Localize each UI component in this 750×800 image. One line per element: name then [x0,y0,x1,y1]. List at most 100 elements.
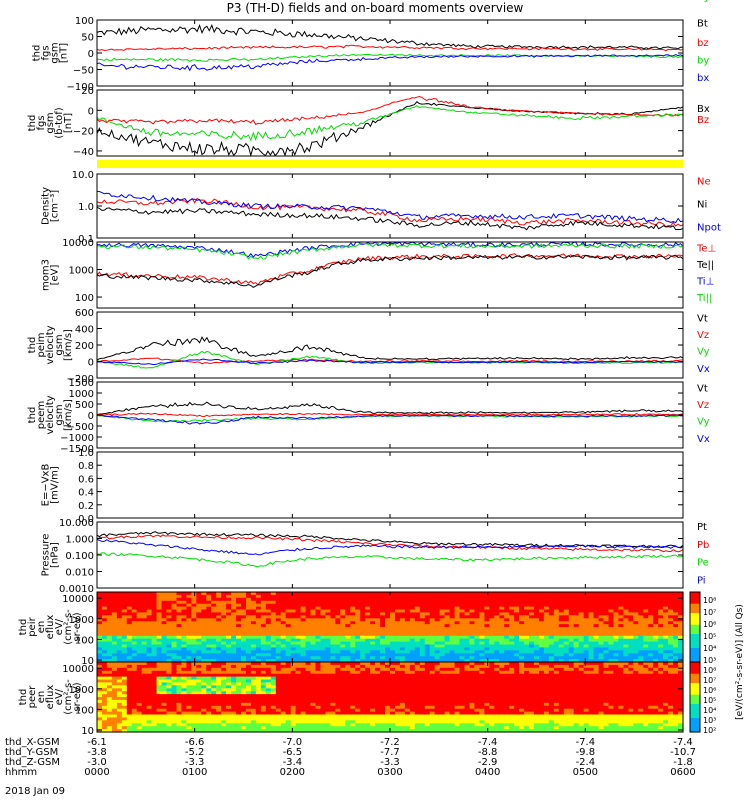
heat-cell [285,592,292,596]
heat-cell [161,673,168,678]
heat-cell [454,627,461,631]
heat-cell [419,647,426,651]
heat-cell [489,594,495,599]
heat-cell [663,650,669,654]
heat-cell [395,594,401,599]
heat-cell [350,632,356,637]
heat-cell [543,647,550,651]
heat-cell [246,705,252,710]
heat-cell [305,624,312,628]
heat-cell [146,670,153,675]
series-2-ni [96,206,684,231]
heat-cell [568,659,575,663]
heat-cell [290,729,297,733]
heat-cell [106,650,113,654]
heat-cell [653,659,659,663]
heat-cell [246,673,252,678]
heat-cell [111,720,118,724]
heat-cell [350,685,356,689]
heat-cell [305,615,312,619]
heat-cell [673,656,679,660]
heat-cell [395,720,401,724]
heat-cell [325,635,331,640]
heat-cell [678,638,684,643]
heat-cell [558,606,565,611]
heat-cell [668,650,674,654]
y-tick-label: 0.0010 [59,584,94,595]
heat-cell [295,720,302,724]
heat-cell [216,632,222,637]
heat-cell [171,702,178,707]
heat-cell [300,679,307,683]
heat-cell [429,603,436,608]
heat-cell [375,726,381,730]
heat-cell [643,644,649,648]
heat-cell [121,708,128,713]
heat-cell [246,702,252,707]
heat-cell [454,638,461,643]
heat-cell [678,635,684,640]
heat-cell [325,592,331,596]
heat-cell [97,682,103,686]
heat-cell [246,629,252,634]
heat-cell [280,729,287,733]
heat-cell [514,621,520,625]
heat-cell [255,603,262,608]
heat-cell [429,723,436,727]
heat-cell [181,714,187,718]
heat-cell [156,650,163,654]
heat-cell [424,635,431,640]
heat-cell [345,702,351,707]
heat-cell [270,653,277,657]
heat-cell [499,632,505,637]
y-axis-label: peem [36,401,47,429]
heat-cell [409,606,416,611]
heat-cell [315,627,322,631]
heat-cell [186,705,192,710]
heat-cell [534,627,540,631]
heat-cell [191,635,197,640]
heat-cell [548,627,555,631]
heat-cell [375,653,381,657]
heat-cell [146,717,153,721]
heat-cell [529,650,535,654]
heat-cell [226,673,232,678]
heat-cell [136,632,143,637]
heat-cell [305,711,312,716]
heat-cell [519,650,525,654]
heat-cell [375,650,381,654]
heat-cell [385,627,391,631]
heat-cell [414,691,421,695]
y-tick-label: 0 [88,358,94,369]
heat-cell [598,629,605,634]
heat-cell [365,632,371,637]
heat-cell [444,685,451,689]
heat-cell [628,600,634,605]
heat-cell [102,705,108,710]
heat-cell [395,653,401,657]
heat-cell [563,597,570,602]
heat-cell [385,638,391,643]
heat-cell [439,705,446,710]
heat-cell [335,621,341,625]
heat-cell [618,597,624,602]
heat-cell [236,685,242,689]
heat-cell [216,659,222,663]
heat-cell [141,705,148,710]
heat-cell [484,609,490,613]
heat-cell [439,632,446,637]
heat-cell [305,673,312,678]
heat-cell [414,638,421,643]
heat-cell [668,653,674,657]
heat-cell [241,656,247,660]
heat-cell [380,632,386,637]
heat-cell [320,656,327,660]
heat-cell [136,594,143,599]
heat-cell [399,615,406,619]
heat-cell [340,679,346,683]
heat-cell [519,621,525,625]
heat-cell [623,656,629,660]
heat-cell [211,664,217,669]
heat-cell [648,638,654,643]
heat-cell [275,720,282,724]
